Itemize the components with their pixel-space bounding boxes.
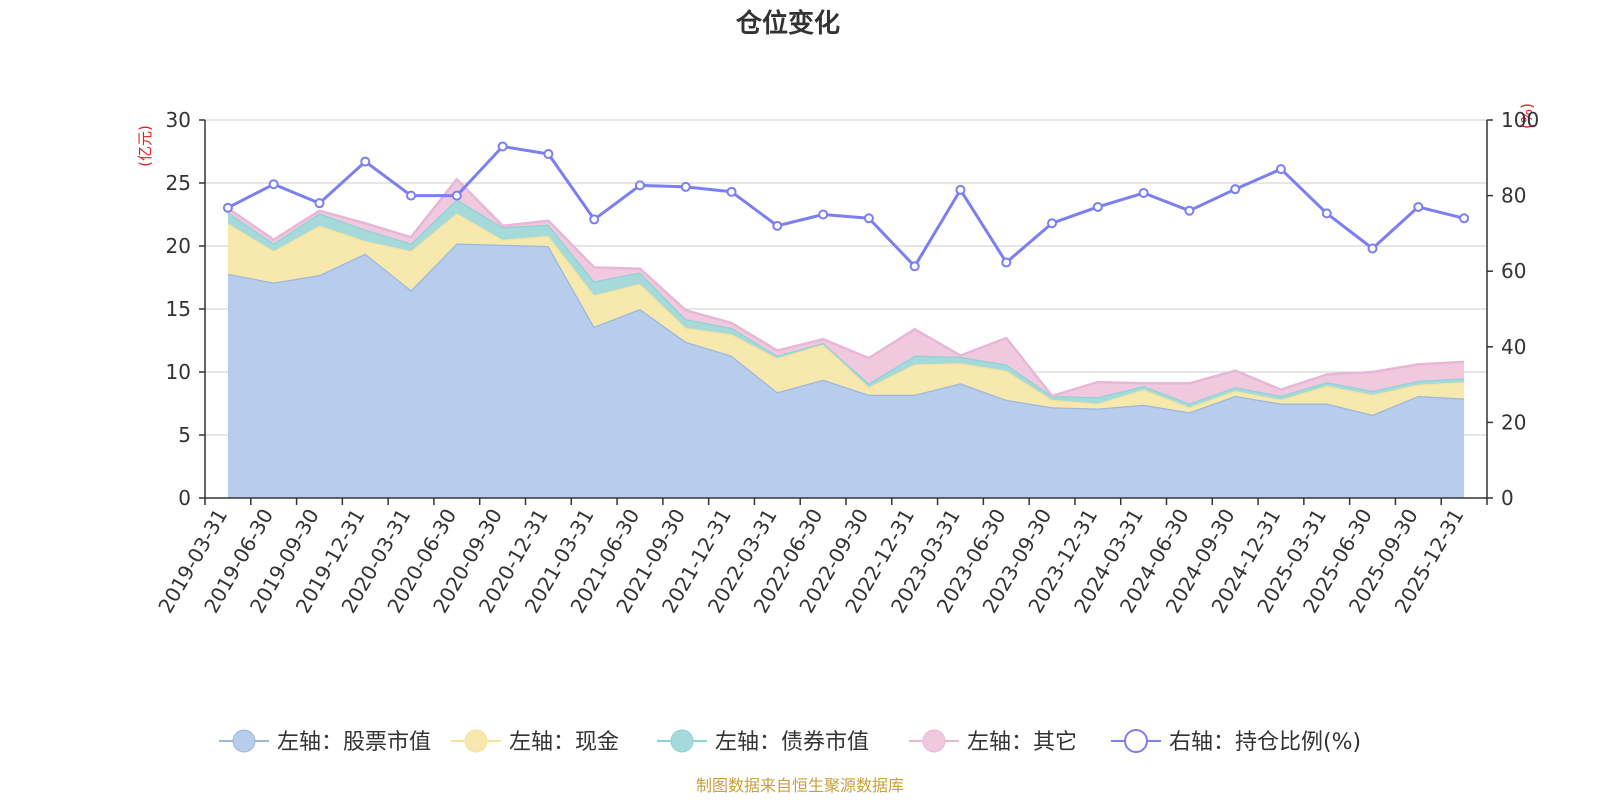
left-axis-tick-label: 10: [166, 360, 191, 384]
position-ratio-point[interactable]: [451, 190, 462, 201]
left-axis-tick-label: 15: [166, 297, 191, 321]
right-axis-tick-label: 40: [1501, 335, 1526, 359]
source-note: 制图数据来自恒生聚源数据库: [696, 776, 904, 795]
legend-label: 右轴：持仓比例(%): [1169, 730, 1361, 755]
legend-item-3[interactable]: 左轴：其它: [909, 729, 1077, 755]
legend-label: 左轴：现金: [509, 730, 619, 755]
position-ratio-point[interactable]: [818, 209, 829, 220]
left-axis-tick-label: 5: [178, 423, 191, 447]
left-axis-unit: (亿元): [136, 125, 154, 167]
position-ratio-point[interactable]: [1459, 213, 1470, 224]
position-ratio-point[interactable]: [497, 141, 508, 152]
left-axis-tick-label: 30: [166, 108, 191, 132]
left-axis-tick-label: 0: [178, 486, 191, 510]
area-series-edge-3: [227, 177, 1465, 398]
position-ratio-point[interactable]: [268, 179, 279, 190]
position-ratio-point[interactable]: [1413, 201, 1424, 212]
position-ratio-point[interactable]: [1367, 243, 1378, 254]
position-ratio-point[interactable]: [1275, 164, 1286, 175]
position-ratio-point[interactable]: [955, 184, 966, 195]
legend-item-2[interactable]: 左轴：债券市值: [657, 729, 869, 755]
position-ratio-point[interactable]: [1138, 187, 1149, 198]
legend-item-4[interactable]: 右轴：持仓比例(%): [1111, 729, 1361, 755]
line-layers: [222, 141, 1470, 272]
legend-marker-icon: [232, 729, 256, 753]
position-ratio-point[interactable]: [314, 198, 325, 209]
legend-item-1[interactable]: 左轴：现金: [451, 729, 619, 755]
area-series-3: [227, 179, 1465, 404]
left-axis-tick-label: 20: [166, 234, 191, 258]
right-axis-tick-label: 100: [1501, 108, 1539, 132]
position-ratio-point[interactable]: [1230, 184, 1241, 195]
position-ratio-point[interactable]: [406, 190, 417, 201]
position-ratio-point[interactable]: [543, 149, 554, 160]
right-axis-tick-label: 80: [1501, 184, 1526, 208]
position-ratio-point[interactable]: [909, 261, 920, 272]
left-axis-tick-label: 25: [166, 171, 191, 195]
position-ratio-point[interactable]: [1001, 257, 1012, 268]
legend-marker-icon: [1124, 729, 1148, 753]
chart-title: 仓位变化: [735, 8, 840, 39]
area-series-0: [227, 243, 1465, 498]
area-series-1: [227, 213, 1465, 415]
position-ratio-point[interactable]: [634, 180, 645, 191]
legend-marker-icon: [464, 729, 488, 753]
position-ratio-line: [227, 145, 1465, 268]
right-axis-tick-label: 0: [1501, 486, 1514, 510]
position-ratio-point[interactable]: [726, 186, 737, 197]
position-ratio-point[interactable]: [222, 202, 233, 213]
legend-item-0[interactable]: 左轴：股票市值: [219, 729, 431, 755]
position-ratio-point[interactable]: [1184, 205, 1195, 216]
position-ratio-point[interactable]: [360, 156, 371, 167]
position-ratio-point[interactable]: [680, 181, 691, 192]
right-axis-tick-label: 60: [1501, 259, 1526, 283]
position-ratio-point[interactable]: [589, 214, 600, 225]
position-ratio-point[interactable]: [1047, 218, 1058, 229]
position-ratio-point[interactable]: [863, 213, 874, 224]
legend-label: 左轴：股票市值: [277, 730, 431, 755]
legend-marker-icon: [670, 729, 694, 753]
position-ratio-point[interactable]: [1092, 201, 1103, 212]
legend[interactable]: 左轴：股票市值 左轴：现金 左轴：债券市值 左轴：其它 右轴：持仓比例(%): [219, 729, 1361, 755]
legend-label: 左轴：债券市值: [715, 730, 869, 755]
position-ratio-point[interactable]: [1321, 208, 1332, 219]
right-axis-unit: (%): [1518, 103, 1536, 129]
right-axis-tick-label: 20: [1501, 410, 1526, 434]
area-layers: [227, 177, 1465, 498]
area-series-2: [227, 199, 1465, 408]
legend-label: 左轴：其它: [967, 730, 1077, 755]
legend-marker-icon: [922, 729, 946, 753]
position-ratio-point[interactable]: [772, 220, 783, 231]
